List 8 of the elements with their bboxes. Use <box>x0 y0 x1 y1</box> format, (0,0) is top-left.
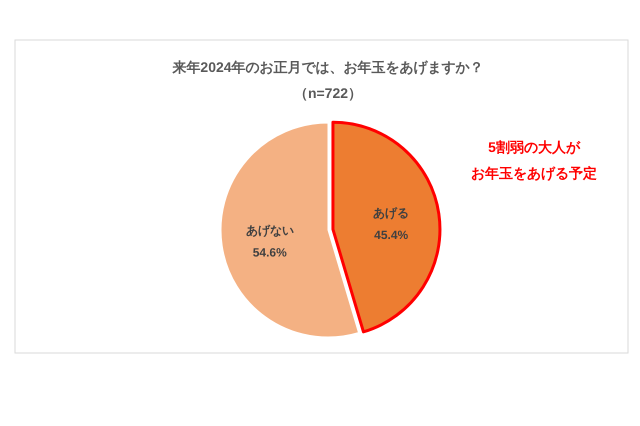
chart-title: 来年2024年のお正月では、お年玉をあげますか？ <box>171 59 484 75</box>
slice-label: あげない <box>246 223 294 238</box>
chart-subtitle: （n=722） <box>294 85 362 101</box>
data-label: 45.4% <box>374 228 409 242</box>
text: お年玉をあげる予定 <box>471 165 597 181</box>
data-label: 54.6% <box>252 245 288 260</box>
text: 5割弱の大人が <box>488 139 581 155</box>
slice-label: あげる <box>373 206 410 220</box>
